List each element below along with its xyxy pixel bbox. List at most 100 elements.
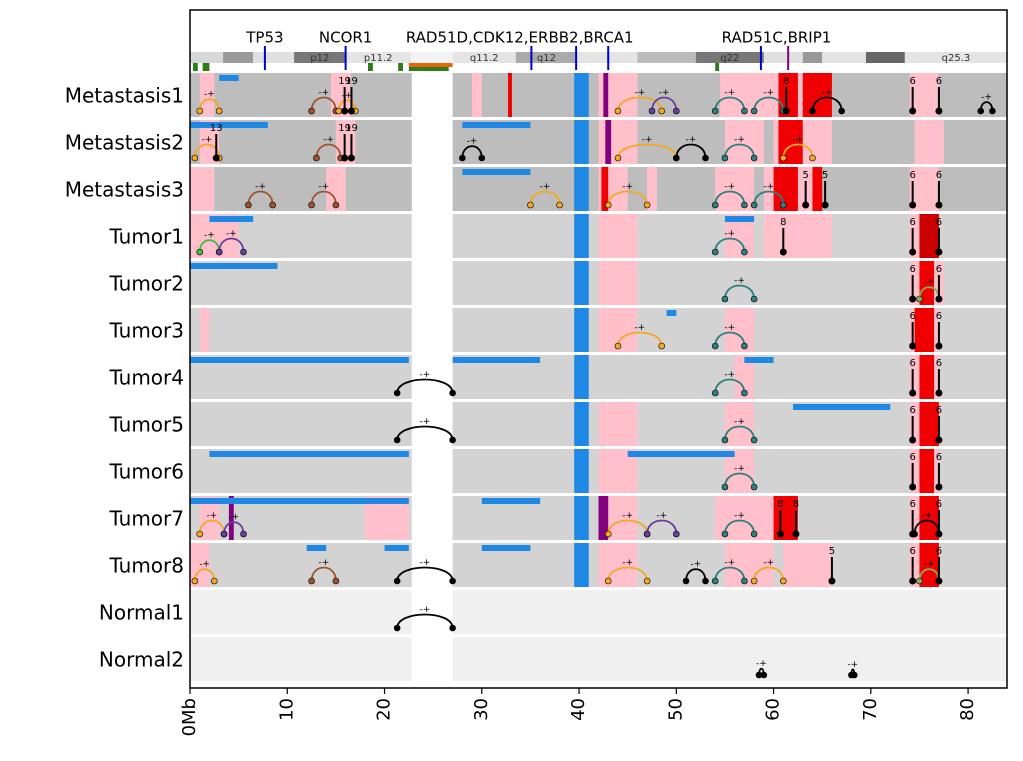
cn-segment xyxy=(919,214,939,258)
cn-segment xyxy=(326,167,346,211)
cytoband xyxy=(515,52,578,63)
cn-segment xyxy=(715,167,755,211)
cytoband xyxy=(294,52,346,63)
sv-label: -+ xyxy=(419,605,430,615)
sv-end xyxy=(393,389,401,397)
cn-segment xyxy=(914,308,935,352)
sv-end xyxy=(191,577,199,585)
sv-arc xyxy=(617,143,678,159)
marker-dot xyxy=(935,342,943,350)
cn-segment xyxy=(601,167,609,211)
sv-label: -+ xyxy=(924,278,935,288)
sv-end xyxy=(308,577,315,585)
sv-arc xyxy=(461,145,483,159)
marker-label: 19 xyxy=(338,76,351,87)
cn-segment xyxy=(598,543,638,587)
marker-dot xyxy=(212,154,220,162)
sv-label: -+ xyxy=(228,513,239,523)
sv-label: -+ xyxy=(724,558,735,568)
marker-dot xyxy=(341,107,349,115)
cn-segment xyxy=(574,543,589,587)
sv-end xyxy=(332,577,340,585)
sv-end xyxy=(711,389,719,397)
sv-arc xyxy=(396,613,454,629)
cn-segment xyxy=(605,120,612,164)
sv-end xyxy=(779,577,787,585)
sv-end xyxy=(711,107,719,115)
sv-end xyxy=(809,154,816,162)
sv-arc xyxy=(310,566,337,582)
marker-label: 6 xyxy=(909,499,915,510)
sv-end xyxy=(750,483,758,491)
centromere-gap xyxy=(411,308,453,355)
centromere-gap xyxy=(411,402,453,449)
sv-end xyxy=(527,201,534,209)
sv-arc xyxy=(811,96,843,112)
cytoband xyxy=(253,52,295,63)
sv-label: -+ xyxy=(634,88,645,98)
sv-arc xyxy=(753,190,785,206)
marker-dot xyxy=(341,154,349,162)
sv-end xyxy=(449,389,456,397)
sv-end xyxy=(850,671,858,679)
cn-segment xyxy=(812,167,823,211)
gene-label: NCOR1 xyxy=(319,29,372,47)
marker-dot xyxy=(909,483,917,491)
sv-end xyxy=(191,154,199,162)
marker-dot xyxy=(909,577,917,585)
sv-end xyxy=(196,248,204,256)
marker-label: 6 xyxy=(936,358,942,369)
sv-label: -+ xyxy=(419,370,430,380)
cn-segment xyxy=(783,543,832,587)
cn-segment xyxy=(647,167,657,211)
centromere-gap xyxy=(411,590,453,637)
sample-label: Tumor5 xyxy=(108,413,184,437)
sv-end xyxy=(196,107,204,115)
marker-dot xyxy=(935,248,943,256)
sv-end xyxy=(760,671,768,679)
sv-label: -+ xyxy=(763,182,774,192)
sample-label: Tumor6 xyxy=(108,460,184,484)
sv-end xyxy=(750,295,758,303)
sv-end xyxy=(658,107,666,115)
sv-end xyxy=(916,295,923,303)
sv-end xyxy=(269,201,276,209)
sample-label: Tumor8 xyxy=(108,554,184,578)
sv-label: -+ xyxy=(540,182,551,192)
sv-label: -+ xyxy=(734,276,745,286)
marker-dot xyxy=(909,201,917,209)
sv-end xyxy=(240,248,247,256)
sv-label: -+ xyxy=(199,560,210,570)
sv-arc xyxy=(247,190,274,206)
cn-segment xyxy=(472,73,482,117)
centromere-gap xyxy=(411,120,453,167)
sv-label: -+ xyxy=(318,88,329,98)
cytoband xyxy=(822,52,866,63)
cn-segment xyxy=(574,167,589,211)
sv-label: -+ xyxy=(634,323,645,333)
loss-segment xyxy=(384,545,409,551)
sv-end xyxy=(449,436,456,444)
x-tick-label: 40 xyxy=(568,698,589,721)
row-background xyxy=(190,590,1007,634)
sv-end xyxy=(721,436,729,444)
cn-segment xyxy=(199,308,210,352)
sample-label: Tumor4 xyxy=(108,366,184,390)
cn-segment xyxy=(603,73,609,117)
sv-arc xyxy=(714,566,746,582)
x-tick-label: 50 xyxy=(665,698,686,721)
centromere-gap xyxy=(411,496,453,543)
sv-label: -+ xyxy=(419,417,430,427)
sv-arc xyxy=(396,378,454,394)
feature xyxy=(202,63,210,71)
sv-end xyxy=(245,201,252,209)
sv-label: -+ xyxy=(226,229,237,239)
marker-label: 6 xyxy=(936,264,942,275)
loss-segment xyxy=(462,169,531,175)
sv-end xyxy=(449,577,456,585)
cytoband xyxy=(802,52,823,63)
sv-label: -+ xyxy=(724,88,735,98)
marker-dot xyxy=(821,201,829,209)
cn-segment xyxy=(199,120,220,164)
marker-dot xyxy=(909,530,917,538)
